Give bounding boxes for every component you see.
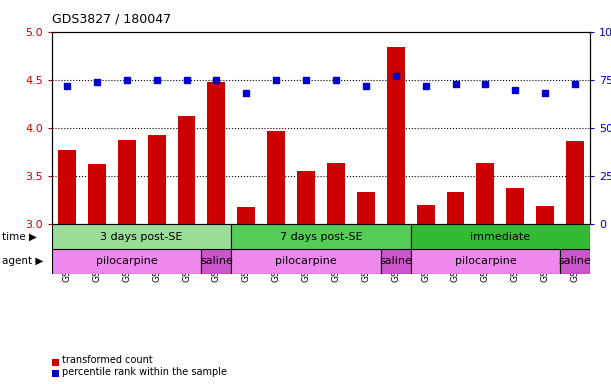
Bar [447, 192, 464, 224]
Text: immediate: immediate [470, 232, 530, 242]
Bar [507, 187, 524, 224]
Bar [58, 150, 76, 224]
Bar [148, 135, 166, 224]
Text: saline: saline [558, 257, 591, 266]
Text: 3 days post-SE: 3 days post-SE [100, 232, 183, 242]
Text: transformed count: transformed count [62, 355, 153, 365]
Bar [52, 224, 232, 249]
Text: agent ▶: agent ▶ [2, 257, 43, 266]
Bar [207, 82, 225, 224]
Bar [411, 224, 590, 249]
Bar [417, 205, 434, 224]
Text: pilocarpine: pilocarpine [455, 257, 516, 266]
Text: pilocarpine: pilocarpine [275, 257, 337, 266]
Bar [411, 249, 560, 274]
Bar [118, 139, 136, 224]
Text: saline: saline [379, 257, 412, 266]
Text: pilocarpine: pilocarpine [96, 257, 158, 266]
Text: GDS3827 / 180047: GDS3827 / 180047 [52, 12, 171, 25]
Bar [297, 171, 315, 224]
Text: time ▶: time ▶ [2, 232, 37, 242]
Bar [381, 249, 411, 274]
Text: 7 days post-SE: 7 days post-SE [280, 232, 362, 242]
Text: percentile rank within the sample: percentile rank within the sample [62, 367, 227, 377]
Bar [387, 47, 404, 224]
Bar [237, 207, 255, 224]
Bar [178, 116, 196, 224]
Bar [88, 164, 106, 224]
Bar [536, 206, 554, 224]
Bar [560, 249, 590, 274]
Text: saline: saline [200, 257, 233, 266]
Bar [357, 192, 375, 224]
Bar [232, 224, 411, 249]
Bar [232, 249, 381, 274]
Bar [267, 131, 285, 224]
Bar [52, 249, 202, 274]
Bar [202, 249, 232, 274]
Bar [477, 162, 494, 224]
Bar [327, 162, 345, 224]
Bar [566, 141, 584, 224]
